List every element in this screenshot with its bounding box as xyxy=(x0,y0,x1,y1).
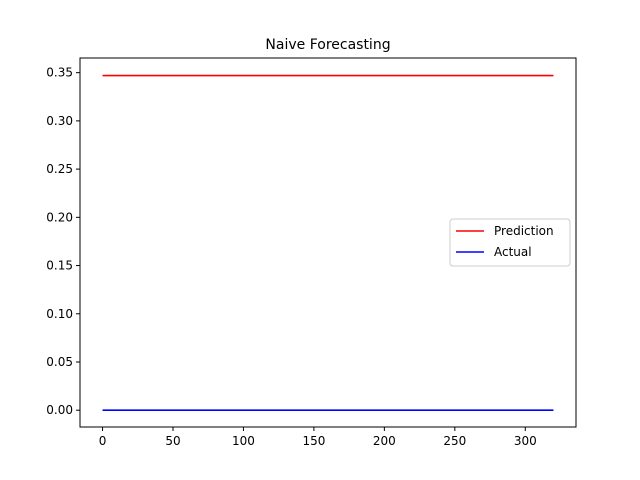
x-tick-label: 200 xyxy=(373,434,396,448)
x-tick-label: 0 xyxy=(99,434,107,448)
y-tick-label: 0.15 xyxy=(46,259,73,273)
x-tick-label: 150 xyxy=(302,434,325,448)
y-tick-label: 0.05 xyxy=(46,355,73,369)
legend: Prediction Actual xyxy=(449,218,571,267)
x-tick-label: 250 xyxy=(443,434,466,448)
y-tick-label: 0.25 xyxy=(46,162,73,176)
y-axis: 0.00 0.05 0.10 0.15 0.20 0.25 0.30 0.35 xyxy=(46,66,80,417)
series-layer xyxy=(102,74,554,412)
y-tick-label: 0.00 xyxy=(46,403,73,417)
x-tick-label: 100 xyxy=(232,434,255,448)
y-tick-label: 0.20 xyxy=(46,210,73,224)
y-tick-label: 0.10 xyxy=(46,307,73,321)
x-tick-label: 300 xyxy=(514,434,537,448)
legend-label-actual: Actual xyxy=(494,245,532,259)
y-tick-label: 0.30 xyxy=(46,114,73,128)
x-axis: 0 50 100 150 200 250 300 xyxy=(99,427,537,448)
y-tick-label: 0.35 xyxy=(46,66,73,80)
x-tick-label: 50 xyxy=(165,434,180,448)
chart-title: Naive Forecasting xyxy=(265,37,390,53)
legend-label-prediction: Prediction xyxy=(494,224,554,238)
plot-frame xyxy=(79,57,577,428)
